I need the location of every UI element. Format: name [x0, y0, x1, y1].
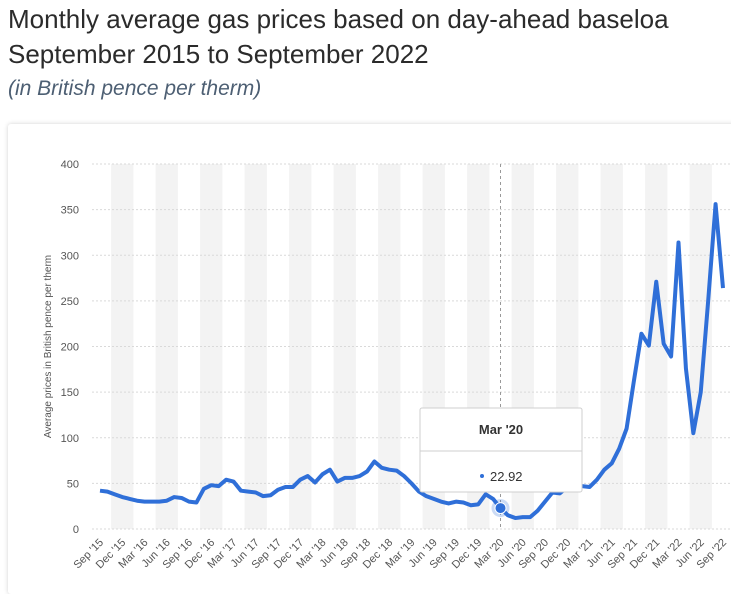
tooltip-value: 22.92 — [490, 469, 523, 484]
y-tick-label: 150 — [61, 387, 79, 399]
tooltip-title: Mar '20 — [479, 422, 523, 437]
stripe — [600, 164, 623, 529]
y-axis-label: Average prices in British pence per ther… — [43, 255, 54, 438]
y-tick-label: 0 — [73, 524, 79, 536]
stripe — [244, 164, 267, 529]
highlight-point — [494, 502, 507, 515]
y-tick-label: 200 — [61, 342, 79, 354]
tooltip-box — [419, 407, 583, 493]
tooltip-bullet — [480, 474, 484, 478]
title-line: Monthly average gas prices based on day-… — [8, 4, 669, 34]
y-tick-label: 350 — [61, 205, 79, 217]
y-tick-label: 50 — [67, 478, 79, 490]
stripe — [200, 164, 223, 529]
tooltip: Mar '20 22.92 — [419, 407, 583, 493]
stripe — [111, 164, 134, 529]
y-tick-label: 250 — [61, 296, 79, 308]
chart-title: Monthly average gas prices based on day-… — [8, 2, 669, 72]
title-line: September 2015 to September 2022 — [8, 39, 429, 69]
line-series — [99, 202, 725, 521]
y-tick-label: 100 — [61, 433, 79, 445]
stripe — [155, 164, 178, 529]
y-tick-label: 400 — [61, 159, 79, 171]
chart-subtitle: (in British pence per therm) — [8, 77, 262, 100]
y-tick-label: 300 — [61, 250, 79, 262]
